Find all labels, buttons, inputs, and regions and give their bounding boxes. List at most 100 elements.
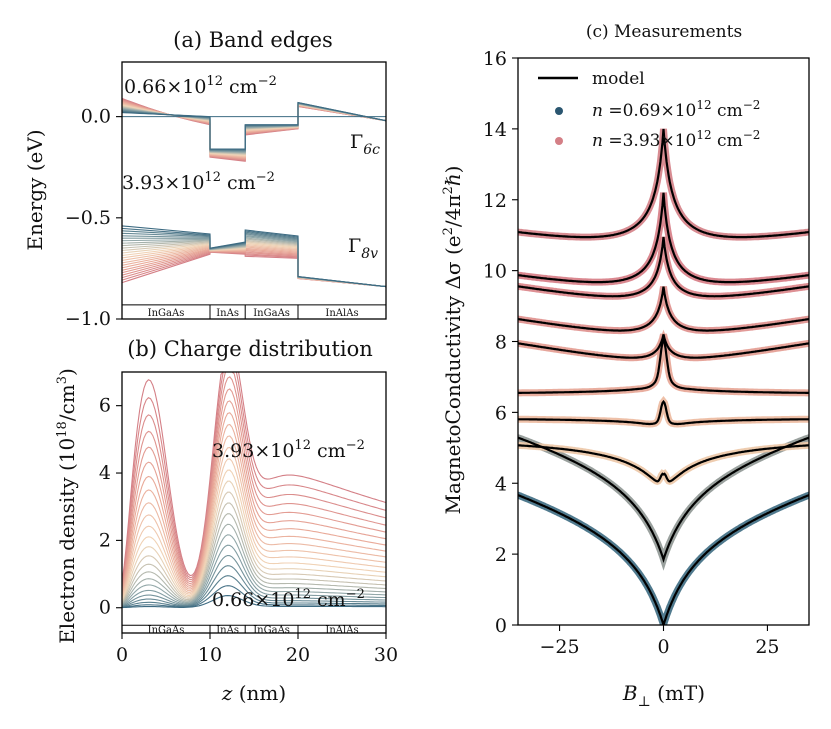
- layer-label: InGaAs: [253, 625, 290, 636]
- panel-b-title: (b) Charge distribution: [127, 337, 373, 361]
- density-curve: [121, 469, 387, 600]
- band-curves: [121, 97, 387, 288]
- layer-label: InAs: [216, 308, 239, 319]
- y-tick-label: −0.5: [65, 207, 111, 229]
- y-tick-label: 0: [495, 615, 507, 637]
- density-curve: [121, 371, 387, 586]
- y-tick-label: 4: [495, 473, 507, 495]
- model-fit-line: [518, 192, 809, 284]
- density-curve: [121, 534, 387, 606]
- y-tick-label: 6: [99, 395, 111, 417]
- model-fit-line: [518, 334, 809, 359]
- density-curve: [121, 491, 387, 603]
- axes-frame: [121, 61, 387, 320]
- legend-high-density-marker: [555, 137, 563, 145]
- density-curve: [121, 388, 387, 590]
- model-fit-line: [518, 336, 809, 394]
- y-tick-label: 16: [483, 48, 507, 70]
- y-tick-label: 8: [495, 332, 507, 354]
- y-tick-label: 2: [495, 544, 507, 566]
- model-fit-line: [518, 236, 809, 298]
- axis-ticks: 0 2 4 6 8 10 12 14 16 −25 0 25: [483, 48, 780, 658]
- conduction-band-curve: [121, 101, 387, 150]
- axis-ticks: 0 2 4 6 0 10 20 30: [99, 395, 398, 666]
- y-tick-label: −1.0: [65, 308, 111, 330]
- x-tick-label: 30: [374, 644, 398, 666]
- magnetoconductivity-curves: [518, 128, 809, 625]
- panel-b-xlabel: z (nm): [221, 681, 286, 705]
- y-tick-label: 2: [99, 529, 111, 551]
- y-tick-label: 12: [483, 190, 507, 212]
- density-curve: [121, 544, 387, 607]
- density-curve: [121, 435, 387, 596]
- panel-a-ylabel: Energy (eV): [23, 129, 47, 250]
- density-curve: [121, 400, 387, 592]
- density-curve: [121, 371, 387, 582]
- model-fit-line: [518, 494, 809, 625]
- axes-frame: [121, 371, 387, 634]
- legend-low-density-label: n =0.69×1012 cm−2: [592, 98, 760, 121]
- x-tick-label: 25: [755, 636, 779, 658]
- measurement-data: [518, 441, 809, 485]
- density-curve: [121, 502, 387, 604]
- density-curve: [121, 412, 387, 593]
- density-curve: [121, 371, 387, 584]
- annotation-low-density: 0.66×1012 cm−2: [212, 587, 365, 611]
- layer-bar: InGaAs InAs InGaAs InAlAs: [122, 304, 386, 319]
- axes-frame: [517, 57, 810, 626]
- model-fit-line: [518, 444, 809, 483]
- density-curve: [121, 376, 387, 588]
- panel-c-measurements: (c) Measurements 0 2 4 6 8 10 12 14 16 −25 0 25 mod…: [441, 22, 810, 710]
- panel-b-charge-distribution: (b) Charge distribution InGaAs InAs InGaAs…: [55, 337, 398, 705]
- annotation-low-density: 0.66×1012 cm−2: [124, 74, 277, 98]
- layer-label: InAs: [216, 625, 239, 636]
- x-tick-label: 10: [198, 644, 222, 666]
- layer-label: InAlAs: [325, 308, 358, 319]
- model-fit-line: [518, 128, 809, 239]
- y-tick-label: 10: [483, 261, 507, 283]
- legend-high-density-label: n =3.93×1012 cm−2: [592, 128, 760, 151]
- layer-label: InGaAs: [148, 308, 185, 319]
- density-curve: [121, 523, 387, 605]
- density-curve: [121, 513, 387, 604]
- density-curve: [121, 423, 387, 595]
- density-curve: [121, 595, 386, 609]
- annotation-high-density: 3.93×1012 cm−2: [122, 170, 275, 194]
- gamma6c-label: Γ6c: [350, 131, 380, 158]
- legend: model n =0.69×1012 cm−2 n =3.93×1012 cm−…: [538, 69, 760, 151]
- gamma8v-label: Γ8v: [348, 235, 378, 262]
- density-curve: [121, 446, 387, 598]
- annotation-high-density: 3.93×1012 cm−2: [212, 438, 365, 462]
- legend-model-label: model: [592, 69, 645, 89]
- density-curve: [121, 565, 386, 608]
- density-curves: [121, 371, 387, 609]
- panel-c-xlabel: B⊥ (mT): [622, 681, 705, 710]
- panel-a-band-edges: (a) Band edges InGaAs InAs InGaAs InAlAs 0.…: [23, 28, 387, 330]
- layer-label: InGaAs: [253, 308, 290, 319]
- y-tick-label: 14: [483, 119, 507, 141]
- density-curve: [121, 554, 386, 607]
- density-curve: [121, 585, 387, 608]
- y-tick-label: 4: [99, 462, 111, 484]
- layer-label: InAlAs: [325, 625, 358, 636]
- legend-low-density-marker: [555, 107, 563, 115]
- x-tick-label: 0: [116, 644, 128, 666]
- density-curve: [121, 575, 386, 608]
- density-curve: [121, 458, 387, 599]
- density-curve: [121, 480, 387, 601]
- x-tick-label: −25: [540, 636, 580, 658]
- panel-c-ylabel: MagnetoConductivity Δσ (e2/4π2ℏ): [441, 166, 465, 515]
- valence-band-curve: [121, 225, 387, 288]
- panel-a-title: (a) Band edges: [173, 28, 333, 52]
- y-tick-label: 0.0: [81, 106, 111, 128]
- model-fit-line: [518, 286, 809, 332]
- y-tick-label: 6: [495, 402, 507, 424]
- panel-b-ylabel: Electron density (1018/cm3): [55, 368, 79, 644]
- y-ticks: 0.0 −0.5 −1.0: [65, 106, 122, 330]
- panel-c-title: (c) Measurements: [586, 22, 742, 42]
- layer-label: InGaAs: [148, 625, 185, 636]
- x-tick-label: 20: [286, 644, 310, 666]
- y-tick-label: 0: [99, 597, 111, 619]
- model-fit-line: [518, 399, 809, 426]
